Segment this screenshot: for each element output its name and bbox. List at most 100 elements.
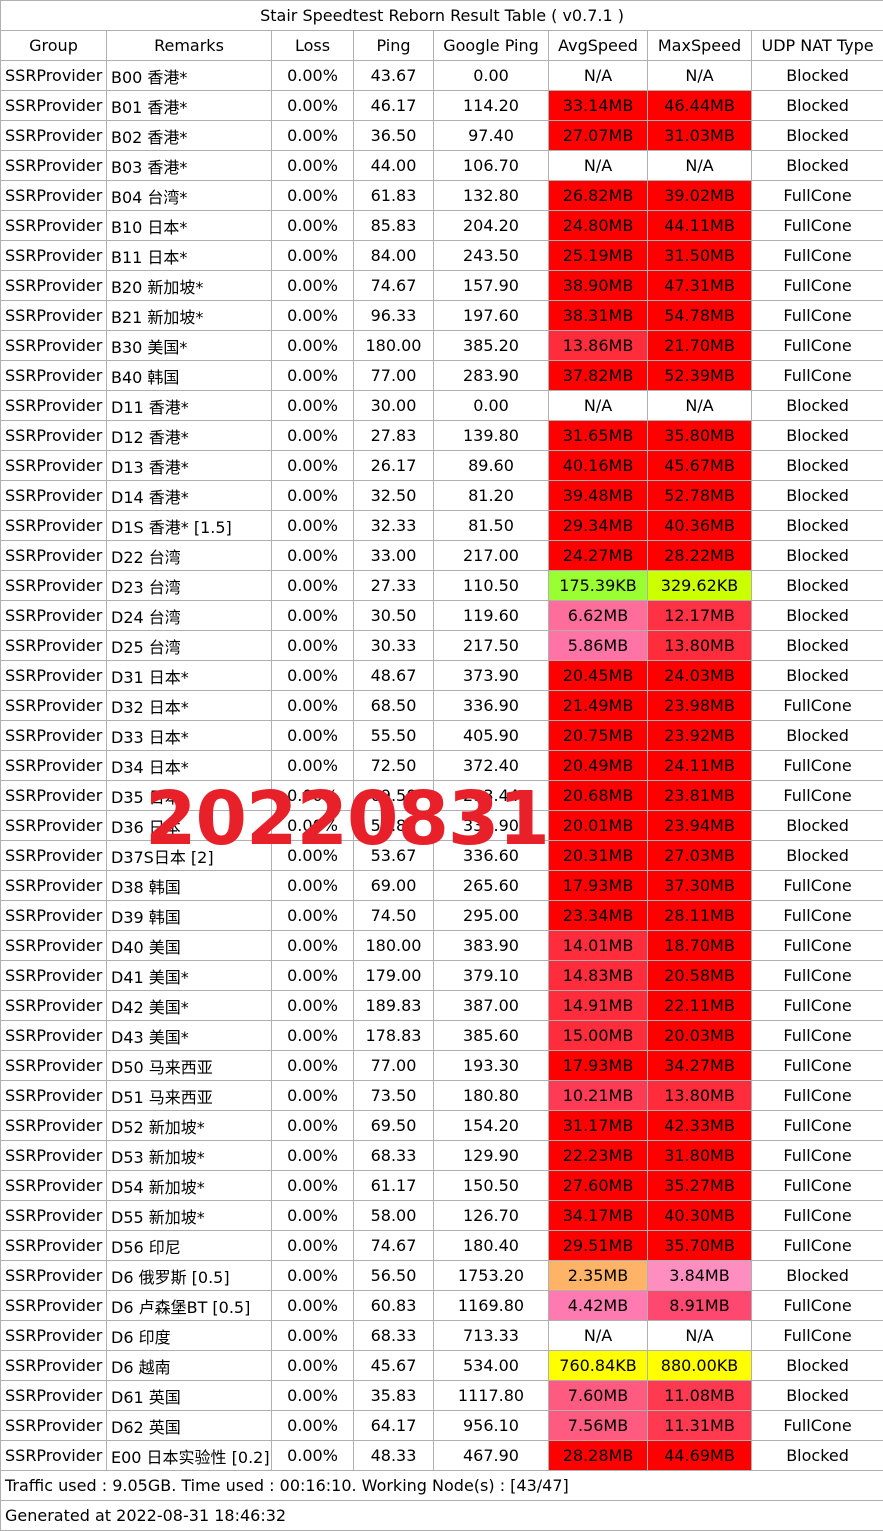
cell-max-speed: 46.44MB bbox=[648, 91, 752, 121]
cell-avg-speed: 15.00MB bbox=[549, 1021, 648, 1051]
cell-group: SSRProvider bbox=[1, 331, 107, 361]
cell-avg-speed: 31.17MB bbox=[549, 1111, 648, 1141]
cell-udp-nat-type: FullCone bbox=[752, 961, 883, 991]
cell-group: SSRProvider bbox=[1, 211, 107, 241]
cell-avg-speed: 2.35MB bbox=[549, 1261, 648, 1291]
cell-google-ping: 1169.80 bbox=[434, 1291, 549, 1321]
cell-group: SSRProvider bbox=[1, 1291, 107, 1321]
cell-max-speed: 37.30MB bbox=[648, 871, 752, 901]
cell-loss: 0.00% bbox=[272, 901, 354, 931]
cell-ping: 60.83 bbox=[354, 1291, 434, 1321]
cell-remarks: D6 俄罗斯 [0.5] bbox=[107, 1261, 272, 1291]
cell-max-speed: 23.98MB bbox=[648, 691, 752, 721]
cell-loss: 0.00% bbox=[272, 151, 354, 181]
cell-group: SSRProvider bbox=[1, 451, 107, 481]
cell-ping: 96.33 bbox=[354, 301, 434, 331]
cell-avg-speed: 29.34MB bbox=[549, 511, 648, 541]
header-row: Group Remarks Loss Ping Google Ping AvgS… bbox=[1, 31, 883, 61]
cell-remarks: D39 韩国 bbox=[107, 901, 272, 931]
cell-loss: 0.00% bbox=[272, 511, 354, 541]
column-header-ping: Ping bbox=[354, 31, 434, 61]
cell-group: SSRProvider bbox=[1, 1411, 107, 1441]
cell-loss: 0.00% bbox=[272, 1171, 354, 1201]
cell-google-ping: 217.00 bbox=[434, 541, 549, 571]
cell-udp-nat-type: FullCone bbox=[752, 1201, 883, 1231]
cell-udp-nat-type: Blocked bbox=[752, 91, 883, 121]
cell-group: SSRProvider bbox=[1, 511, 107, 541]
cell-remarks: B20 新加坡* bbox=[107, 271, 272, 301]
cell-loss: 0.00% bbox=[272, 571, 354, 601]
cell-google-ping: 336.90 bbox=[434, 691, 549, 721]
cell-loss: 0.00% bbox=[272, 991, 354, 1021]
cell-max-speed: 329.62KB bbox=[648, 571, 752, 601]
cell-loss: 0.00% bbox=[272, 1081, 354, 1111]
cell-remarks: D56 印尼 bbox=[107, 1231, 272, 1261]
cell-remarks: B01 香港* bbox=[107, 91, 272, 121]
cell-udp-nat-type: FullCone bbox=[752, 901, 883, 931]
cell-udp-nat-type: Blocked bbox=[752, 841, 883, 871]
cell-google-ping: 204.20 bbox=[434, 211, 549, 241]
cell-group: SSRProvider bbox=[1, 301, 107, 331]
cell-avg-speed: 13.86MB bbox=[549, 331, 648, 361]
cell-loss: 0.00% bbox=[272, 301, 354, 331]
column-header-remarks: Remarks bbox=[107, 31, 272, 61]
cell-udp-nat-type: FullCone bbox=[752, 1171, 883, 1201]
cell-udp-nat-type: FullCone bbox=[752, 1081, 883, 1111]
cell-google-ping: 373.90 bbox=[434, 661, 549, 691]
cell-loss: 0.00% bbox=[272, 1381, 354, 1411]
cell-google-ping: 150.50 bbox=[434, 1171, 549, 1201]
cell-max-speed: 8.91MB bbox=[648, 1291, 752, 1321]
cell-remarks: D6 越南 bbox=[107, 1351, 272, 1381]
cell-udp-nat-type: Blocked bbox=[752, 661, 883, 691]
cell-google-ping: 89.60 bbox=[434, 451, 549, 481]
cell-google-ping: 0.00 bbox=[434, 61, 549, 91]
cell-google-ping: 197.60 bbox=[434, 301, 549, 331]
cell-remarks: D14 香港* bbox=[107, 481, 272, 511]
cell-google-ping: 154.20 bbox=[434, 1111, 549, 1141]
cell-group: SSRProvider bbox=[1, 1051, 107, 1081]
cell-max-speed: 35.70MB bbox=[648, 1231, 752, 1261]
cell-max-speed: 39.02MB bbox=[648, 181, 752, 211]
cell-group: SSRProvider bbox=[1, 1231, 107, 1261]
column-header-loss: Loss bbox=[272, 31, 354, 61]
cell-udp-nat-type: FullCone bbox=[752, 1291, 883, 1321]
cell-loss: 0.00% bbox=[272, 391, 354, 421]
cell-udp-nat-type: FullCone bbox=[752, 691, 883, 721]
cell-loss: 0.00% bbox=[272, 61, 354, 91]
cell-group: SSRProvider bbox=[1, 1201, 107, 1231]
cell-max-speed: 27.03MB bbox=[648, 841, 752, 871]
cell-udp-nat-type: Blocked bbox=[752, 121, 883, 151]
cell-remarks: D43 美国* bbox=[107, 1021, 272, 1051]
cell-remarks: D6 印度 bbox=[107, 1321, 272, 1351]
cell-loss: 0.00% bbox=[272, 121, 354, 151]
cell-udp-nat-type: Blocked bbox=[752, 541, 883, 571]
cell-loss: 0.00% bbox=[272, 1231, 354, 1261]
cell-google-ping: 180.80 bbox=[434, 1081, 549, 1111]
cell-max-speed: 24.03MB bbox=[648, 661, 752, 691]
cell-max-speed: 40.36MB bbox=[648, 511, 752, 541]
cell-max-speed: 35.80MB bbox=[648, 421, 752, 451]
cell-ping: 180.00 bbox=[354, 931, 434, 961]
cell-udp-nat-type: Blocked bbox=[752, 1381, 883, 1411]
cell-udp-nat-type: FullCone bbox=[752, 871, 883, 901]
cell-group: SSRProvider bbox=[1, 961, 107, 991]
cell-max-speed: N/A bbox=[648, 391, 752, 421]
cell-avg-speed: 6.62MB bbox=[549, 601, 648, 631]
cell-avg-speed: 10.21MB bbox=[549, 1081, 648, 1111]
cell-group: SSRProvider bbox=[1, 1261, 107, 1291]
cell-remarks: D36 日本 bbox=[107, 811, 272, 841]
cell-group: SSRProvider bbox=[1, 1381, 107, 1411]
cell-google-ping: 139.80 bbox=[434, 421, 549, 451]
